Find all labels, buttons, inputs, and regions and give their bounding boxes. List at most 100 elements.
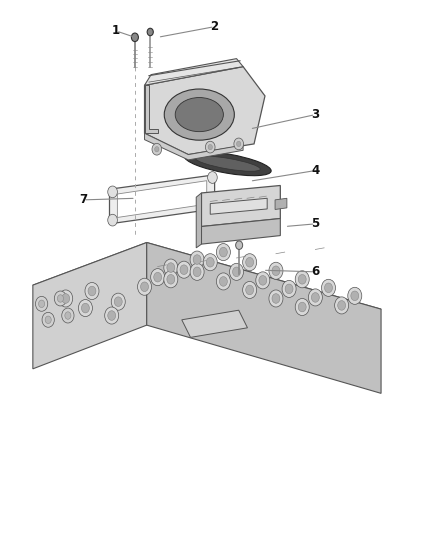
Polygon shape: [182, 310, 247, 337]
Circle shape: [295, 298, 309, 316]
Circle shape: [203, 254, 217, 271]
Circle shape: [230, 263, 244, 280]
Circle shape: [311, 293, 319, 302]
Circle shape: [164, 271, 178, 288]
Circle shape: [216, 244, 230, 261]
Circle shape: [111, 293, 125, 310]
Polygon shape: [196, 193, 201, 248]
Circle shape: [219, 277, 227, 286]
Ellipse shape: [184, 151, 271, 176]
Circle shape: [177, 261, 191, 278]
Circle shape: [108, 311, 116, 320]
Circle shape: [269, 290, 283, 307]
Polygon shape: [145, 85, 158, 133]
Circle shape: [141, 282, 148, 292]
Circle shape: [62, 308, 74, 323]
Circle shape: [167, 274, 175, 284]
Circle shape: [190, 263, 204, 280]
Circle shape: [272, 266, 280, 276]
Circle shape: [216, 273, 230, 290]
Circle shape: [154, 272, 162, 282]
Circle shape: [88, 286, 96, 296]
Circle shape: [285, 284, 293, 294]
Polygon shape: [145, 133, 243, 160]
Circle shape: [105, 307, 119, 324]
Polygon shape: [275, 198, 287, 209]
Circle shape: [236, 241, 243, 249]
Text: 7: 7: [79, 193, 87, 206]
Text: 1: 1: [112, 25, 120, 37]
Circle shape: [335, 297, 349, 314]
Circle shape: [42, 312, 54, 327]
Circle shape: [246, 257, 254, 267]
Circle shape: [39, 300, 45, 308]
Circle shape: [308, 289, 322, 306]
Text: 4: 4: [311, 164, 319, 177]
Circle shape: [321, 279, 336, 296]
Ellipse shape: [175, 98, 223, 132]
Polygon shape: [201, 219, 280, 244]
Circle shape: [167, 263, 175, 272]
Circle shape: [180, 265, 188, 274]
Circle shape: [35, 296, 48, 311]
Circle shape: [57, 295, 64, 302]
Circle shape: [138, 278, 152, 295]
Polygon shape: [201, 185, 280, 227]
Circle shape: [164, 259, 178, 276]
Circle shape: [208, 144, 212, 150]
Circle shape: [246, 285, 254, 295]
Text: 6: 6: [311, 265, 319, 278]
Circle shape: [243, 281, 257, 298]
Text: 3: 3: [311, 108, 319, 121]
Circle shape: [295, 271, 309, 288]
Text: 2: 2: [211, 20, 219, 33]
Circle shape: [45, 316, 51, 324]
Circle shape: [108, 214, 117, 226]
Circle shape: [193, 255, 201, 264]
Circle shape: [81, 303, 89, 313]
Polygon shape: [117, 181, 207, 217]
Polygon shape: [33, 243, 147, 369]
Circle shape: [85, 282, 99, 300]
Circle shape: [259, 276, 267, 285]
Circle shape: [193, 267, 201, 277]
Polygon shape: [145, 59, 243, 85]
Polygon shape: [145, 67, 265, 155]
Circle shape: [131, 33, 138, 42]
Circle shape: [155, 147, 159, 152]
Circle shape: [351, 291, 359, 301]
Circle shape: [234, 138, 244, 150]
Circle shape: [272, 294, 280, 303]
Ellipse shape: [164, 89, 234, 140]
Polygon shape: [110, 175, 215, 224]
Circle shape: [256, 272, 270, 289]
Circle shape: [62, 294, 70, 303]
Circle shape: [205, 141, 215, 153]
Circle shape: [219, 247, 227, 257]
Circle shape: [114, 297, 122, 306]
Circle shape: [108, 186, 117, 198]
Circle shape: [269, 262, 283, 279]
Circle shape: [152, 143, 162, 155]
Circle shape: [54, 291, 67, 306]
Circle shape: [237, 141, 241, 147]
Circle shape: [151, 269, 165, 286]
Circle shape: [282, 280, 296, 297]
Circle shape: [298, 274, 306, 284]
Polygon shape: [147, 243, 381, 393]
Text: 5: 5: [311, 217, 319, 230]
Polygon shape: [33, 243, 381, 354]
Circle shape: [243, 254, 257, 271]
Circle shape: [78, 300, 92, 317]
Circle shape: [208, 172, 217, 183]
Polygon shape: [210, 198, 267, 214]
Circle shape: [233, 267, 240, 277]
Ellipse shape: [195, 156, 260, 171]
Circle shape: [147, 28, 153, 36]
Circle shape: [208, 200, 217, 212]
Circle shape: [190, 251, 204, 268]
Circle shape: [338, 301, 346, 310]
Circle shape: [206, 257, 214, 267]
Circle shape: [59, 290, 73, 307]
Circle shape: [298, 302, 306, 312]
